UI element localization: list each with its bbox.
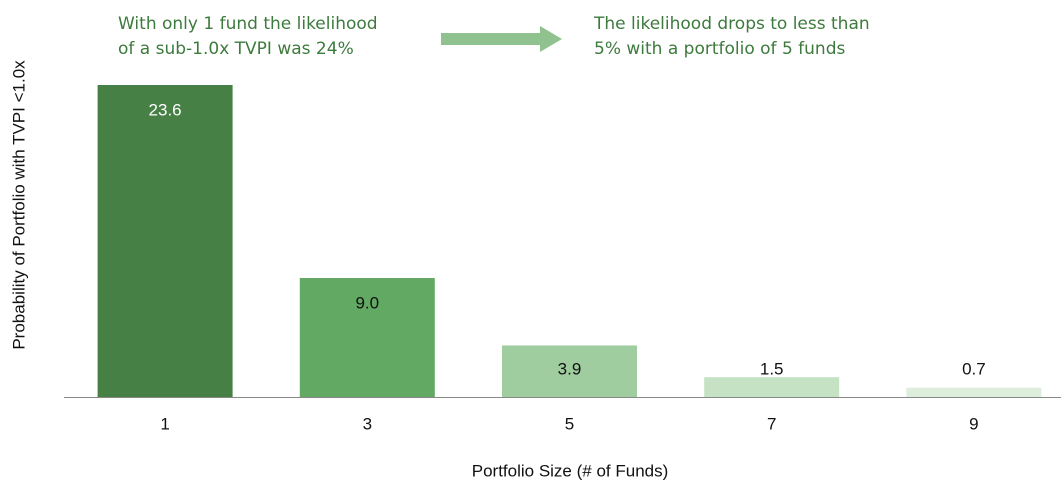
x-tick-label: 5 — [565, 414, 574, 433]
x-tick-label: 3 — [363, 414, 372, 433]
bar — [502, 345, 637, 397]
arrow — [441, 26, 562, 52]
x-tick-label: 9 — [969, 414, 978, 433]
value-label: 23.6 — [149, 100, 182, 119]
annotation: of a sub-1.0x TVPI was 24% — [118, 39, 354, 59]
value-label: 0.7 — [962, 359, 986, 378]
bar — [704, 377, 840, 397]
x-axis-label: Portfolio Size (# of Funds) — [472, 461, 669, 480]
bar — [299, 278, 435, 397]
bar — [906, 387, 1042, 397]
bar — [97, 85, 233, 398]
x-tick-label: 1 — [160, 414, 169, 433]
value-label: 1.5 — [760, 359, 784, 378]
annotation: 5% with a portfolio of 5 funds — [594, 39, 845, 59]
annotation: The likelihood drops to less than — [593, 14, 870, 34]
annotation: With only 1 fund the likelihood — [118, 14, 378, 34]
x-tick-label: 7 — [767, 414, 776, 433]
value-label: 9.0 — [355, 294, 379, 313]
y-axis-label: Probability of Portfolio with TVPI <1.0x — [9, 60, 28, 350]
value-label: 3.9 — [558, 359, 582, 378]
